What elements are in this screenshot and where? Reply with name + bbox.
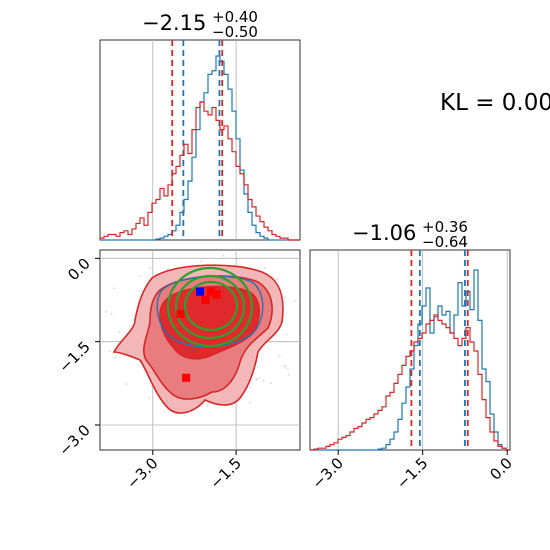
- sample-point: [294, 299, 297, 302]
- sample-point: [206, 405, 209, 407]
- histogram-x-series-2: [99, 101, 300, 241]
- panel-hist-x-frame: [99, 39, 301, 241]
- title-param-2-sub: −0.64: [422, 233, 468, 251]
- title-param-1: −2.15 +0.40 −0.50: [142, 8, 258, 41]
- marker-red: [212, 290, 221, 299]
- marker-red: [201, 296, 210, 304]
- sample-point: [262, 379, 265, 382]
- sample-point: [270, 382, 273, 385]
- sample-point: [125, 383, 128, 386]
- sample-point: [287, 373, 290, 376]
- panel-hist-y: [309, 249, 511, 451]
- density-contour-blue: [156, 275, 264, 348]
- title-param-2: −1.06 +0.36 −0.64: [352, 218, 468, 251]
- marker-red: [176, 309, 185, 318]
- panel-joint-content: [105, 254, 297, 414]
- marker-red: [207, 287, 216, 296]
- sample-point: [139, 275, 142, 278]
- sample-point: [105, 310, 108, 313]
- sample-point: [148, 396, 150, 399]
- title-param-2-sup: +0.36: [422, 218, 468, 236]
- histogram-y-series-2: [310, 314, 510, 451]
- sample-point: [284, 365, 287, 367]
- marker-blue: [196, 287, 204, 296]
- title-param-1-sub: −0.50: [212, 23, 258, 41]
- x-tick-label: −1.5: [393, 454, 431, 492]
- panel-hist-y-frame: [309, 249, 511, 451]
- sample-point: [110, 313, 113, 315]
- svg-text:−2.15: −2.15: [142, 11, 206, 35]
- sample-point: [200, 260, 202, 263]
- sample-point: [258, 377, 261, 380]
- y-tick-label: −1.5: [55, 338, 93, 376]
- panel-hist-x: [99, 39, 301, 241]
- sample-point: [276, 278, 278, 280]
- panel-hist-x-grid: [152, 40, 237, 240]
- panel-hist-y-content: [310, 250, 510, 451]
- sample-point: [114, 357, 117, 359]
- sample-point: [108, 350, 111, 352]
- sample-point: [166, 268, 169, 271]
- sample-point: [285, 333, 288, 336]
- histogram-x-series-1: [100, 55, 300, 241]
- y-tick-label: 0.0: [64, 254, 94, 284]
- histogram-y-series-1: [310, 269, 510, 451]
- sample-point: [284, 297, 286, 299]
- x-tick-label: −1.5: [206, 454, 244, 492]
- sample-point: [113, 287, 116, 290]
- x-tick-label: 0.0: [486, 454, 516, 484]
- ellipse-green-outer: [166, 266, 254, 348]
- panel-joint: [99, 249, 301, 451]
- ellipse-green-inner: [183, 280, 239, 332]
- title-param-1-sup: +0.40: [212, 8, 258, 26]
- marker-red: [182, 373, 191, 382]
- sample-point: [249, 386, 252, 389]
- sample-point: [278, 354, 281, 357]
- sample-point: [255, 377, 258, 380]
- sample-point: [286, 367, 289, 370]
- kl-label: KL = 0.00: [440, 90, 550, 116]
- sample-point: [118, 330, 120, 333]
- sample-point: [272, 340, 275, 343]
- sample-point: [222, 254, 225, 257]
- sample-point: [149, 266, 152, 269]
- sample-point: [264, 267, 266, 269]
- title-param-1-main: −2.15: [142, 11, 206, 35]
- x-tick-label: −3.0: [309, 454, 347, 492]
- x-tick-label: −3.0: [123, 454, 161, 492]
- y-tick-label: −3.0: [55, 421, 93, 459]
- ellipse-green-middle: [174, 274, 246, 340]
- panel-hist-x-content: [99, 40, 300, 241]
- sample-point: [255, 379, 258, 381]
- panel-hist-y-grid: [337, 250, 508, 450]
- svg-text:−1.06: −1.06: [352, 221, 416, 245]
- title-param-2-main: −1.06: [352, 221, 416, 245]
- sample-point: [249, 401, 252, 404]
